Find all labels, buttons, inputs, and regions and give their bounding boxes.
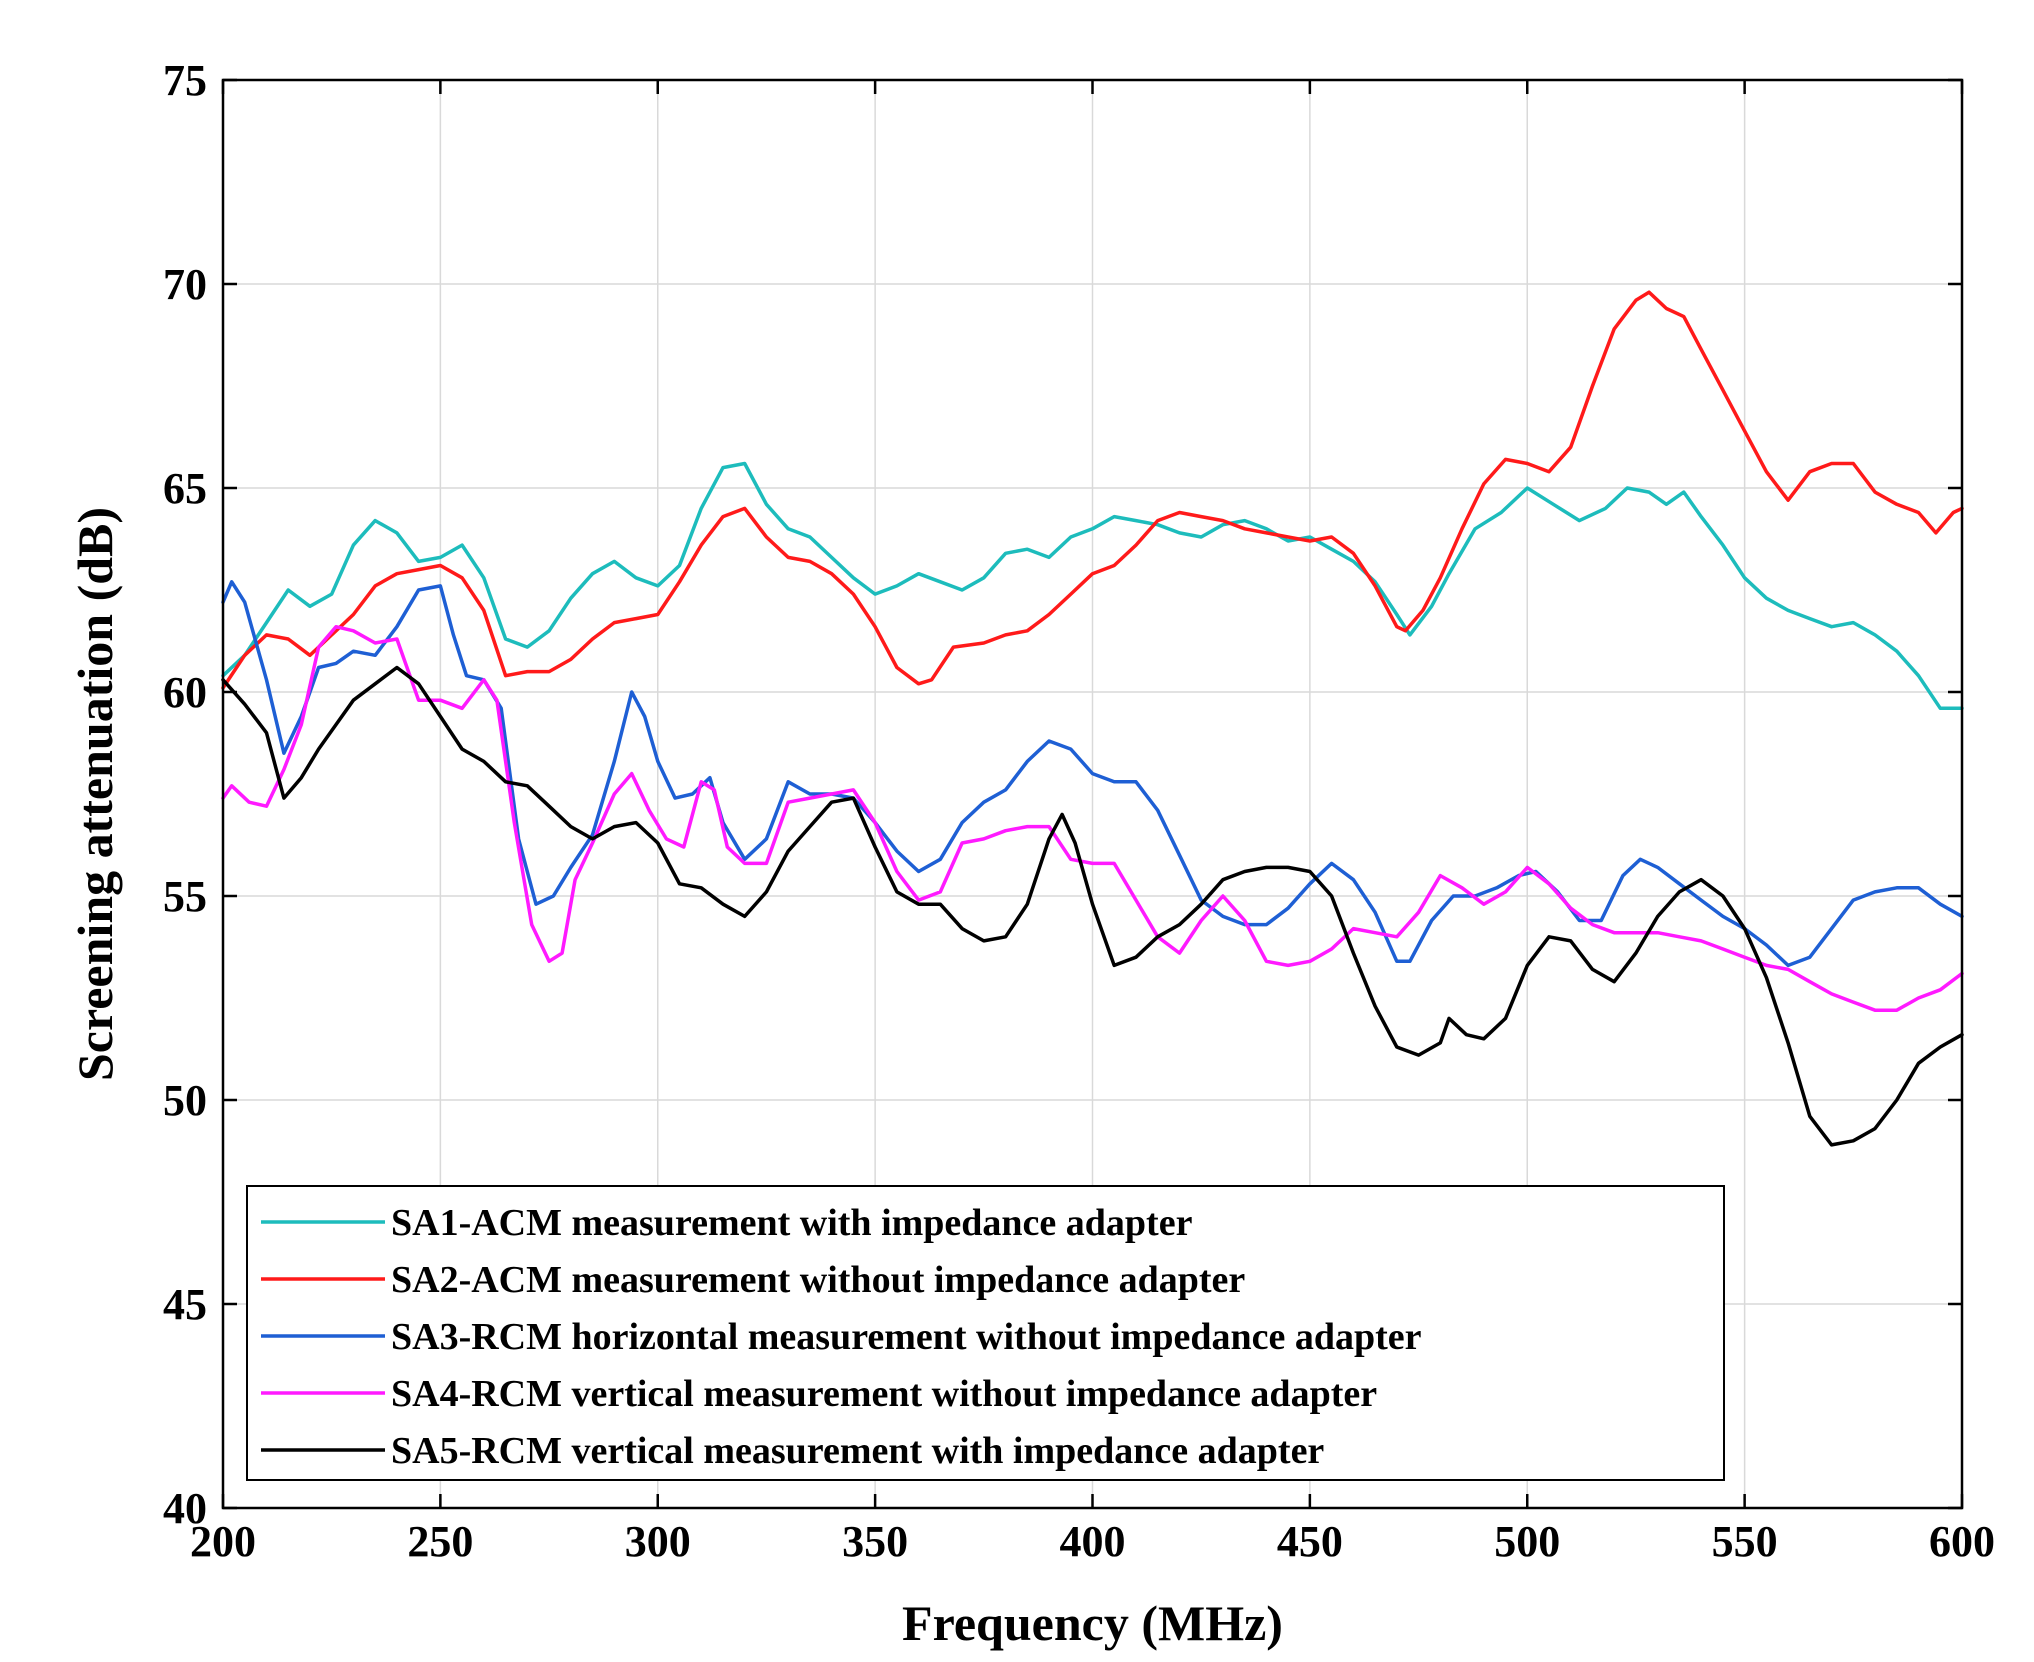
x-tick-label: 400 bbox=[1060, 1517, 1126, 1566]
series-line-5 bbox=[221, 665, 1964, 1147]
x-tick-label: 550 bbox=[1712, 1517, 1778, 1566]
y-tick-label: 55 bbox=[163, 872, 207, 921]
series-line-2 bbox=[221, 290, 1964, 690]
y-tick-label: 50 bbox=[163, 1076, 207, 1125]
legend-box bbox=[246, 1185, 1725, 1481]
y-axis-title: Screening attenuation (dB) bbox=[67, 507, 123, 1081]
axis-ticks: 200 250 300 350 400 450 500 550 600 40 45 50 55 60 65 7… bbox=[163, 56, 1995, 1566]
plot-lines bbox=[221, 290, 1964, 1147]
x-tick-label: 300 bbox=[625, 1517, 691, 1566]
x-tick-label: 250 bbox=[407, 1517, 473, 1566]
legend-label-4: SA4-RCM vertical measurement without imp… bbox=[391, 1373, 1377, 1415]
y-tick-label: 65 bbox=[163, 464, 207, 513]
series-line-1 bbox=[221, 461, 1964, 711]
legend-label-1: SA1-ACM measurement with impedance adapt… bbox=[391, 1202, 1193, 1244]
legend: SA1-ACM measurement with impedance adapt… bbox=[246, 1185, 1725, 1481]
y-tick-label: 60 bbox=[163, 668, 207, 717]
series-line-4 bbox=[221, 624, 1964, 1012]
x-tick-label: 200 bbox=[190, 1517, 256, 1566]
legend-label-3: SA3-RCM horizontal measurement without i… bbox=[391, 1316, 1422, 1358]
legend-label-2: SA2-ACM measurement without impedance ad… bbox=[391, 1259, 1245, 1301]
legend-label-5: SA5-RCM vertical measurement with impeda… bbox=[391, 1430, 1324, 1472]
x-tick-label: 350 bbox=[842, 1517, 908, 1566]
x-tick-label: 450 bbox=[1277, 1517, 1343, 1566]
y-tick-label: 70 bbox=[163, 260, 207, 309]
x-tick-label: 500 bbox=[1494, 1517, 1560, 1566]
y-tick-label: 75 bbox=[163, 56, 207, 105]
x-axis-title: Frequency (MHz) bbox=[902, 1595, 1283, 1651]
y-tick-label: 40 bbox=[163, 1484, 207, 1533]
x-tick-label: 600 bbox=[1929, 1517, 1995, 1566]
series-line-3 bbox=[221, 580, 1964, 968]
y-tick-label: 45 bbox=[163, 1280, 207, 1329]
